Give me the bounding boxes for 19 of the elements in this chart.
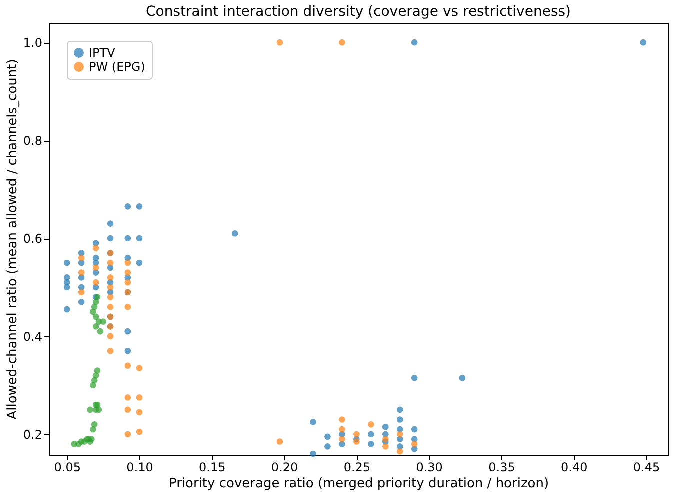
legend-label: IPTV	[89, 46, 116, 60]
y-tick-label: 1.0	[23, 36, 42, 50]
x-tick-label: 0.05	[54, 460, 81, 474]
y-tick-label: 0.8	[23, 134, 42, 148]
chart-title: Constraint interaction diversity (coverage vs restrictiveness)	[146, 4, 571, 20]
y-tick-label: 0.4	[23, 330, 42, 344]
legend-label: PW (EPG)	[89, 60, 146, 74]
y-axis-title: Allowed-channel ratio (mean allowed / channels_count)	[5, 59, 20, 420]
x-tick-label: 0.15	[199, 460, 226, 474]
x-tick-label: 0.20	[271, 460, 298, 474]
x-tick-label: 0.25	[344, 460, 371, 474]
y-tick-label: 0.2	[23, 428, 42, 442]
x-tick-label: 0.45	[633, 460, 660, 474]
x-tick-label: 0.10	[126, 460, 154, 474]
x-tick-label: 0.30	[416, 460, 443, 474]
x-tick-label: 0.35	[488, 460, 516, 474]
x-axis-title: Priority coverage ratio (merged priority duration / horizon)	[168, 476, 550, 492]
x-tick-label: 0.40	[561, 460, 588, 474]
y-tick-label: 0.6	[23, 232, 42, 246]
